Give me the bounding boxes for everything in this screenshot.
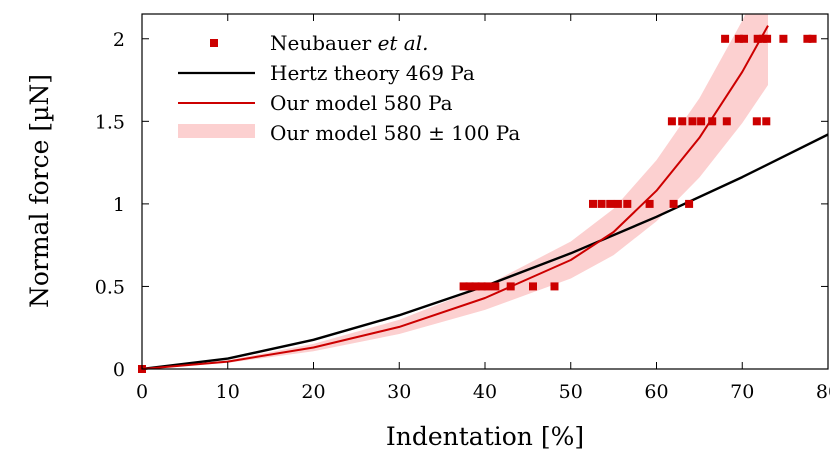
neubauer-data-point: [477, 282, 486, 291]
neubauer-data-point: [752, 117, 761, 126]
neubauer-data-point: [483, 282, 492, 291]
neubauer-data-point: [779, 34, 788, 43]
hertz-theory-line: [141, 133, 828, 371]
neubauer-data-point: [685, 199, 694, 208]
neubauer-data-point: [471, 282, 480, 291]
neubauer-data-point: [667, 117, 676, 126]
legend-label-model: Our model 580 Pa: [270, 91, 453, 115]
y-tick-label: 0: [113, 359, 125, 381]
y-tick-label: 1: [113, 194, 125, 216]
x-tick-label: 60: [644, 381, 668, 403]
neubauer-data-point: [465, 282, 474, 291]
neubauer-data-point: [763, 34, 772, 43]
neubauer-data-point: [645, 199, 654, 208]
plot-area: [138, 14, 828, 373]
x-tick-label: 80: [816, 381, 830, 403]
neubauer-data-point: [623, 199, 632, 208]
neubauer-data-point: [597, 199, 606, 208]
legend-label-hertz: Hertz theory 469 Pa: [270, 61, 475, 85]
x-tick-label: 50: [559, 381, 583, 403]
legend-band-model: [178, 124, 255, 138]
legend: Neubauer et al. Hertz theory 469 Pa Our …: [178, 31, 520, 145]
model-line: [141, 25, 769, 370]
y-ticks: 0 0.5 1 1.5 2: [95, 29, 828, 381]
neubauer-data-point: [803, 34, 812, 43]
neubauer-data-point: [589, 199, 597, 208]
neubauer-data-point: [740, 34, 748, 43]
neubauer-data-point: [506, 282, 515, 291]
neubauer-data-point: [459, 282, 468, 291]
neubauer-data-point: [491, 282, 500, 291]
y-tick-label: 1.5: [95, 111, 125, 133]
neubauer-data-point: [697, 117, 706, 126]
legend-marker-neubauer: [210, 39, 218, 47]
y-axis-label: Normal force [µN]: [25, 74, 54, 308]
neubauer-data-point: [550, 282, 559, 291]
neubauer-data-point: [688, 117, 697, 126]
x-tick-label: 0: [136, 381, 148, 403]
x-ticks: 0 10 20 30 40 50 60 70 80: [136, 14, 830, 403]
x-tick-label: 20: [301, 381, 325, 403]
legend-label-neubauer: Neubauer et al.: [270, 31, 429, 55]
model-uncertainty-band: [142, 14, 768, 369]
neubauer-data-point: [529, 282, 537, 291]
neubauer-data-point: [721, 34, 730, 43]
y-tick-label: 2: [113, 29, 125, 51]
x-tick-label: 40: [473, 381, 497, 403]
neubauer-data-point: [734, 34, 743, 43]
x-tick-label: 70: [730, 381, 754, 403]
neubauer-data-point: [708, 117, 717, 126]
legend-label-model-band: Our model 580 ± 100 Pa: [270, 121, 520, 145]
neubauer-data-point: [722, 117, 731, 126]
y-tick-label: 0.5: [95, 276, 125, 298]
neubauer-data-point: [753, 34, 762, 43]
x-tick-label: 10: [216, 381, 240, 403]
neubauer-data-point: [762, 117, 771, 126]
x-axis-label: Indentation [%]: [386, 422, 584, 451]
neubauer-data-point: [758, 34, 767, 43]
x-tick-label: 30: [387, 381, 411, 403]
neubauer-data-point: [669, 199, 678, 208]
band-layer: [142, 14, 768, 369]
neubauer-data-point: [613, 199, 622, 208]
neubauer-data-point: [606, 199, 615, 208]
neubauer-data-point: [678, 117, 687, 126]
neubauer-data-point: [808, 34, 817, 43]
